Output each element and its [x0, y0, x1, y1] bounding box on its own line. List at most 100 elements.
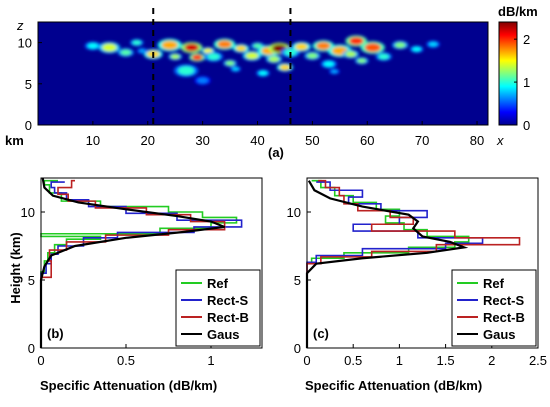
colorbar [498, 21, 518, 126]
heatmap-cell [364, 43, 381, 53]
heatmap-cell [323, 61, 335, 68]
heatmap-cell [184, 43, 199, 52]
x-tick-label: 0.5 [117, 353, 135, 368]
heatmap-cell [217, 40, 232, 49]
heatmap-cell [231, 66, 240, 71]
heatmap-cell [132, 40, 142, 46]
heatmap-cell [253, 43, 263, 49]
heatmap-cell [170, 54, 180, 60]
series-line-rect-s [306, 181, 484, 348]
x-tick-label: 80 [470, 133, 484, 148]
x-tick-label: 10 [86, 133, 100, 148]
heatmap-cell [330, 69, 338, 74]
y-tick-label: 10 [287, 205, 301, 220]
heatmap-cell [178, 66, 195, 76]
panel-label-a: (a) [268, 145, 284, 160]
heatmap-cells [84, 35, 440, 85]
x-tick-label: 20 [141, 133, 155, 148]
y-tick-label: 5 [28, 273, 35, 288]
y-tick-label: 0 [294, 341, 301, 356]
x-tick-label: 70 [415, 133, 429, 148]
panel-c-xlabel: Specific Attenuation (dB/km) [305, 378, 482, 393]
heatmap-cell [225, 60, 235, 66]
colorbar-tick-label: 1 [523, 75, 530, 90]
x-unit-label: km [5, 133, 24, 148]
panel-b-x-ticks: 0 0.5 1 [37, 344, 215, 368]
heatmap-cell [235, 45, 247, 52]
heatmap-cell [412, 46, 422, 52]
legend-entry: Rect-S [207, 293, 249, 308]
x-axis-letter: x [496, 133, 504, 148]
y-tick-label: 10 [21, 205, 35, 220]
panel-b-legend: Ref Rect-S Rect-B Gaus [175, 269, 261, 347]
x-tick-label: 1 [207, 353, 214, 368]
heatmap-cell [161, 40, 178, 50]
dashed-markers [152, 8, 292, 125]
panel-b-xlabel: Specific Attenuation (dB/km) [40, 378, 217, 393]
heatmap-cell [316, 41, 331, 50]
x-tick-label: 2.5 [529, 353, 547, 368]
heatmap-cell [295, 43, 308, 51]
legend-entry: Rect-B [207, 310, 249, 325]
heatmap-frame [37, 21, 489, 126]
series-line-ref [306, 179, 470, 348]
x-tick-label: 0.5 [344, 353, 362, 368]
heatmap-cell [138, 48, 146, 53]
series-line-gaus [39, 177, 226, 348]
heatmap-cell [268, 56, 280, 63]
heatmap-cell [349, 36, 364, 45]
x-tick-label: 0 [37, 353, 44, 368]
x-tick-label: 40 [250, 133, 264, 148]
heatmap-cell [428, 41, 438, 47]
panel-c: 0 0.5 1 1.5 2 2.5 0 5 10 (c) Specific Attenuati… [287, 177, 547, 393]
x-tick-label: 0 [303, 353, 310, 368]
y-tick-label: 10 [18, 36, 32, 51]
panel-c-series [305, 179, 521, 348]
panel-c-frame [306, 177, 539, 349]
panel-c-legend: Ref Rect-S Rect-B Gaus [451, 269, 537, 347]
series-line-rect-b [306, 179, 521, 348]
panel-c-y-ticks: 0 5 10 [287, 205, 311, 356]
y-tick-label: 0 [25, 118, 32, 133]
y-tick-label: 5 [25, 77, 32, 92]
heatmap-cell [102, 43, 117, 52]
x-tick-label: 30 [195, 133, 209, 148]
z-axis-letter: z [16, 18, 24, 33]
heatmap-x-ticks: 10 20 30 40 50 60 70 80 [86, 121, 484, 148]
y-tick-label: 0 [28, 341, 35, 356]
heatmap-cell [357, 58, 367, 64]
colorbar-label: dB/km [498, 4, 538, 19]
panel-b-y-ticks: 0 5 10 [21, 205, 45, 356]
legend-entry: Ref [483, 276, 505, 291]
x-tick-label: 2 [488, 353, 495, 368]
x-tick-label: 50 [305, 133, 319, 148]
x-tick-label: 1.5 [437, 353, 455, 368]
heatmap-cell [245, 52, 259, 60]
colorbar-ticks: 0 1 2 [514, 32, 530, 133]
legend-entry: Rect-B [483, 310, 525, 325]
series-line-rect-b [40, 179, 226, 348]
panel-b-series [39, 177, 243, 348]
panel-label-c: (c) [313, 326, 329, 341]
panel-b-ylabel: Height (km) [8, 232, 23, 304]
heatmap-cell [306, 52, 318, 59]
heatmap-cell [394, 42, 406, 49]
heatmap-cell [197, 77, 209, 84]
colorbar-tick-label: 0 [523, 118, 530, 133]
heatmap-y-ticks: 0 5 10 [18, 36, 42, 133]
heatmap-cell [207, 53, 220, 61]
heatmap-cell [378, 53, 390, 60]
legend-entry: Rect-S [483, 293, 525, 308]
heatmap-cell [258, 70, 268, 76]
heatmap-cell [191, 54, 203, 61]
x-tick-label: 1 [396, 353, 403, 368]
legend-entry: Gaus [483, 327, 516, 342]
x-tick-label: 60 [360, 133, 374, 148]
heatmap-cell [87, 42, 99, 49]
series-line-gaus [305, 180, 469, 348]
legend-entry: Ref [207, 276, 229, 291]
heatmap-cell [120, 49, 132, 56]
